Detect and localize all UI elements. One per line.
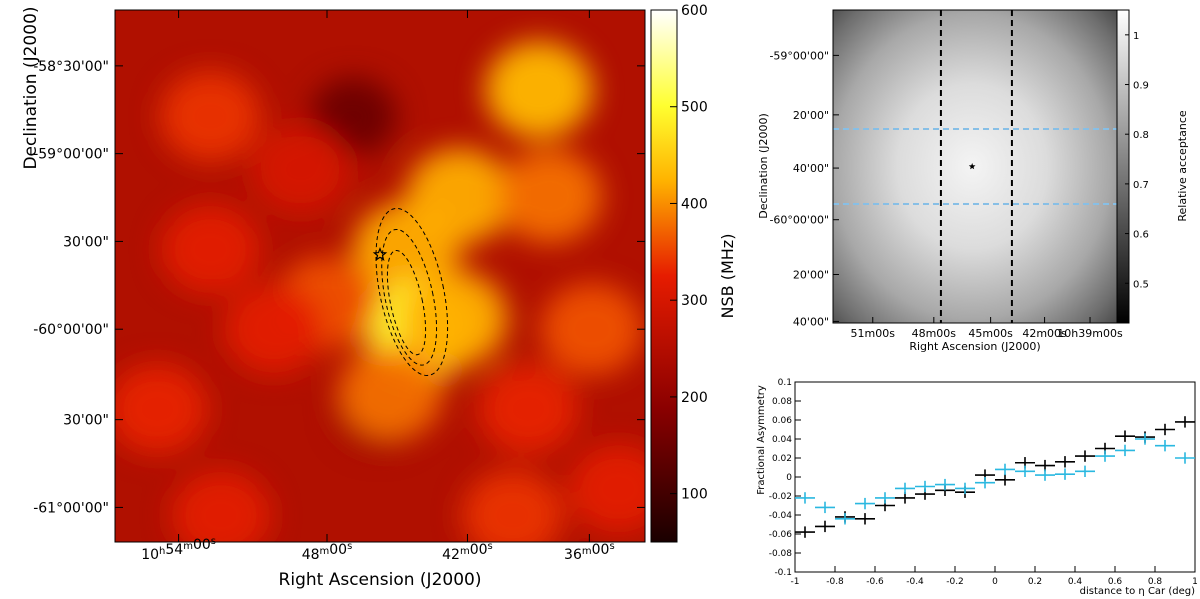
nsb-blob [478,364,579,454]
nsb-ytick-label: -61°00'00" [33,500,109,516]
asymmetry-ylabel: Fractional Asymmetry [756,385,767,495]
acceptance-colorbar-tick-label: 0.6 [1133,230,1149,241]
nsb-blob [406,148,513,245]
acceptance-colorbar-tick-label: 0.9 [1133,81,1149,92]
nsb-ytick-label: -59°00'00" [33,147,109,163]
nsb-xlabel: Right Ascension (J2000) [279,570,482,590]
acceptance-xtick-label: 48m00s [912,327,957,340]
nsb-colorbar-tick-label: 400 [681,196,708,212]
acceptance-colorbar-tick-label: 0.7 [1133,180,1149,191]
nsb-blob [338,346,443,440]
nsb-xtick-label: 48m00s [302,541,353,563]
nsb-colorbar-tick-label: 600 [681,3,708,19]
asymmetry-xtick-label: 0.4 [1068,577,1083,587]
asymmetry-frame [794,381,1196,573]
nsb-ylabel: Declination (J2000) [21,6,41,169]
acceptance-xtick-label: 51m00s [851,327,896,340]
nsb-frame [114,9,646,543]
acceptance-colorbar-label: Relative acceptance [1176,110,1189,222]
asymmetry-xtick-label: 0.6 [1108,577,1123,587]
asymmetry-ytick-label: -0.1 [774,568,792,578]
nsb-ytick-label: 30'00" [63,413,109,429]
significance-contour [386,249,427,356]
acceptance-colorbar [1116,9,1130,324]
asymmetry-xtick-label: -0.2 [946,577,964,587]
asymmetry-ytick-label: 0 [786,473,792,483]
nsb-map-panel: 10h54m00s 48m00s 42m00s 36m00s -58°30'00" -59… [21,3,737,590]
nsb-heatmap [115,10,645,542]
acceptance-ytick-label: 20'00" [793,268,829,281]
nsb-blob [251,125,350,214]
nsb-xtick-label: 42m00s [442,541,493,563]
nsb-colorbar [650,9,678,543]
acceptance-xtick-label: 45m00s [968,327,1013,340]
asymmetry-ytick-label: 0.08 [772,397,792,407]
asymmetry-xtick-label: -0.4 [906,577,924,587]
asymmetry-xtick-label: -0.8 [826,577,844,587]
asymmetry-xtick-label: 1 [1192,577,1198,587]
nsb-ytick-label: -60°00'00" [33,322,109,338]
asymmetry-ytick-label: -0.02 [769,492,792,502]
asymmetry-ytick-label: 0.1 [778,378,792,388]
asymmetry-xtick-label: 0 [992,577,998,587]
acceptance-xtick-label: 10h39m00s [1057,327,1123,340]
acceptance-ytick-label: -60°00'00" [769,214,829,227]
nsb-xtick-label: 10h54m00s [141,536,216,563]
acceptance-ytick-label: 40'00" [793,315,829,328]
acceptance-colorbar-tick-label: 1 [1133,31,1139,42]
nsb-xtick-label: 36m00s [564,541,615,563]
acceptance-ytick-label: -59°00'00" [769,49,829,62]
nsb-blob [171,470,271,542]
nsb-blob [224,284,324,374]
asymmetry-ytick-label: 0.04 [772,435,792,445]
nsb-blob [485,41,593,139]
asymmetry-ytick-label: -0.08 [769,549,793,559]
acceptance-colorbar-tick-label: 0.5 [1133,279,1149,290]
nsb-blob [159,71,261,162]
nsb-colorbar-label: NSB (MHz) [718,234,737,319]
significance-contour [381,228,438,366]
eta-car-star-icon [372,247,388,261]
acceptance-colorbar-tick-label: 0.8 [1133,130,1149,141]
significance-contour [375,207,449,376]
asymmetry-ytick-label: 0.06 [772,416,792,426]
asymmetry-ytick-label: -0.06 [769,530,793,540]
acceptance-ytick-label: 20'00" [793,109,829,122]
asymmetry-xtick-label: 0.8 [1148,577,1163,587]
nsb-colorbar-tick-label: 300 [681,293,708,309]
nsb-blob [497,149,602,243]
nsb-colorbar-tick-label: 200 [681,390,708,406]
asymmetry-xtick-label: -0.6 [866,577,884,587]
asymmetry-xtick-label: 0.2 [1028,577,1042,587]
acceptance-ytick-label: 40'00" [793,162,829,175]
asymmetry-xtick-label: -1 [791,577,800,587]
nsb-blob [540,283,644,376]
nsb-blob [160,204,261,295]
acceptance-ylabel: Declination (J2000) [757,113,770,219]
nsb-blob [462,470,563,542]
nsb-ytick-label: -58°30'00" [33,59,109,75]
nsb-colorbar-tick-label: 100 [681,487,708,503]
acceptance-xlabel: Right Ascension (J2000) [909,340,1040,353]
eta-car-star-icon [968,163,976,170]
asymmetry-ytick-label: 0.02 [772,454,792,464]
asymmetry-ytick-label: -0.04 [769,511,793,521]
nsb-blob [115,364,208,454]
asymmetry-panel: -1 -0.8 -0.6 -0.4 -0.2 0 0.2 0.4 0.6 0.8 1 -0.1 -0.0… [756,378,1198,597]
acceptance-xtick-label: 42m00s [1022,327,1067,340]
acceptance-heatmap [833,10,1117,323]
nsb-blob [400,270,508,367]
nsb-ytick-label: 30'00" [63,234,109,250]
nsb-blob [568,444,645,534]
asymmetry-xlabel: distance to η Car (deg) [1080,586,1195,597]
nsb-colorbar-tick-label: 500 [681,100,708,116]
